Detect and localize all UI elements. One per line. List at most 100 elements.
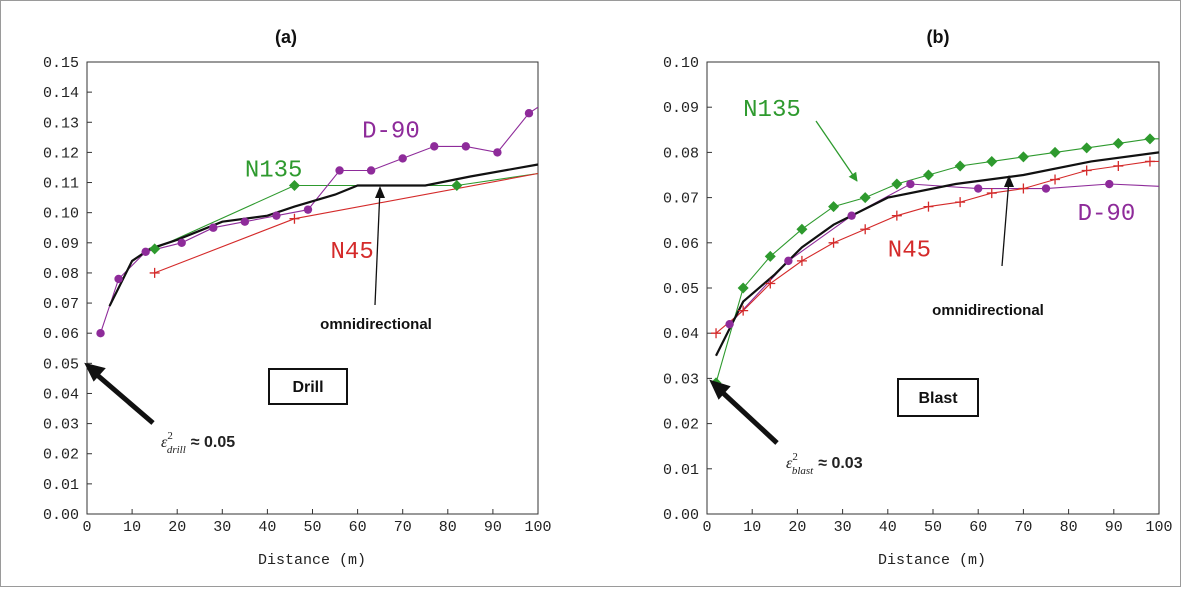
point-n45 (860, 224, 871, 235)
x-tick-label: 80 (439, 519, 457, 536)
point-n45 (765, 278, 776, 289)
series-label-n135: N135 (743, 97, 801, 124)
point-d-90 (906, 179, 915, 189)
x-tick-label: 90 (1105, 519, 1123, 536)
y-tick-label: 0.14 (43, 85, 79, 102)
x-ticks: 0 10 20 30 40 50 60 70 80 90 100 (82, 509, 552, 536)
point-n45 (711, 328, 722, 339)
x-tick-label: 100 (1145, 519, 1172, 536)
y-tick-label: 0.07 (43, 296, 79, 313)
point-n45 (1018, 183, 1029, 194)
point-n45 (891, 210, 902, 221)
series-label-n45: N45 (888, 237, 931, 264)
nugget-epsilon: ε2 drill ≈ 0.05 (161, 430, 235, 456)
y-tick-label: 0.10 (43, 206, 79, 223)
series-line-n135 (715, 138, 1159, 384)
y-tick-label: 0.03 (43, 417, 79, 434)
point-n45 (955, 197, 966, 208)
x-tick-label: 0 (702, 519, 711, 536)
omni-pointer-line (1001, 178, 1010, 267)
point-n45 (796, 255, 807, 266)
point-d-90 (493, 148, 502, 157)
point-d-90 (366, 166, 376, 175)
point-d-90 (847, 211, 856, 220)
series-markers (96, 109, 534, 338)
x-tick-label: 10 (123, 519, 141, 536)
y-tick-label: 0.12 (43, 145, 79, 162)
x-tick-label: 80 (1060, 519, 1078, 536)
point-n45 (1081, 165, 1092, 176)
point-n45 (923, 201, 934, 212)
point-n45 (738, 305, 749, 316)
point-d-90 (177, 238, 186, 247)
point-d-90 (303, 205, 313, 214)
x-tick-label: 0 (82, 519, 91, 536)
x-tick-label: 30 (834, 519, 852, 536)
y-tick-label: 0.08 (663, 145, 699, 162)
x-tick-label: 70 (394, 519, 412, 536)
point-n135 (1049, 146, 1061, 158)
y-tick-label: 0.05 (43, 356, 79, 373)
panel-b: (b) Distance (m) 0.000.010.020.030.040.0… (663, 27, 1173, 569)
point-n135 (288, 180, 300, 192)
point-d-90 (430, 142, 439, 151)
point-n45 (1113, 160, 1124, 171)
y-tick-label: 0.09 (43, 236, 79, 253)
point-n135 (1112, 137, 1124, 149)
series-labels: N135 D-90 N45 (245, 118, 420, 266)
point-d-90 (240, 217, 250, 226)
x-axis-label: Distance (m) (258, 552, 366, 569)
drill-box (268, 368, 348, 405)
point-d-90 (272, 211, 281, 220)
point-n135 (828, 201, 840, 213)
panel-title: (a) (275, 27, 297, 47)
y-tick-label: 0.07 (663, 191, 699, 208)
y-tick-label: 0.03 (663, 371, 699, 388)
point-d-90 (141, 247, 150, 257)
point-d-90 (1041, 184, 1051, 193)
y-tick-label: 0.05 (663, 281, 699, 298)
y-ticks: 0.00 0.01 0.02 0.03 0.04 0.05 0.06 0.07 0.08 0.09… (43, 55, 92, 524)
omni-pointer-head (1004, 175, 1014, 187)
blast-box (897, 378, 979, 417)
series-line-d-90 (99, 106, 539, 334)
series-lines (715, 138, 1160, 384)
point-n135 (922, 169, 934, 181)
point-n135 (891, 178, 903, 190)
plot-area (86, 61, 539, 515)
x-tick-label: 20 (788, 519, 806, 536)
point-n135 (796, 223, 808, 235)
point-d-90 (398, 154, 407, 163)
point-n45 (149, 267, 160, 278)
point-n135 (149, 243, 161, 255)
x-tick-label: 60 (969, 519, 987, 536)
blast-label: Blast (918, 390, 958, 407)
point-n45 (289, 213, 300, 224)
x-tick-label: 10 (743, 519, 761, 536)
y-tick-label: 0.04 (663, 326, 699, 343)
x-tick-label: 50 (924, 519, 942, 536)
y-tick-label: 0.02 (663, 417, 699, 434)
y-tick-label: 0.08 (43, 266, 79, 283)
omni-pointer-line (374, 188, 381, 306)
nugget-arrow-head (84, 362, 106, 382)
panel-a: (a) Distance (m) 0.000.010.020.030.040.0… (43, 27, 552, 569)
point-d-90 (974, 184, 983, 193)
y-tick-label: 0.11 (43, 176, 79, 193)
x-tick-label: 100 (524, 519, 551, 536)
point-d-90 (725, 319, 734, 329)
x-ticks: 0 10 20 30 40 50 60 70 80 90 100 (702, 509, 1173, 536)
series-label-d-90: D-90 (362, 118, 420, 145)
y-ticks: 0.00 0.01 0.02 0.03 0.04 0.05 0.06 0.07 0.08 0.09… (663, 55, 712, 524)
series-label-n45: N45 (331, 239, 374, 266)
series-labels: N135 D-90 N45 (743, 97, 1135, 264)
y-tick-label: 0.01 (43, 477, 79, 494)
nugget-arrow-line (720, 390, 779, 445)
x-axis-label: Distance (m) (878, 552, 986, 569)
y-tick-label: 0.01 (663, 462, 699, 479)
point-n135 (859, 192, 871, 204)
y-tick-label: 0.00 (663, 507, 699, 524)
series-markers (710, 133, 1156, 389)
